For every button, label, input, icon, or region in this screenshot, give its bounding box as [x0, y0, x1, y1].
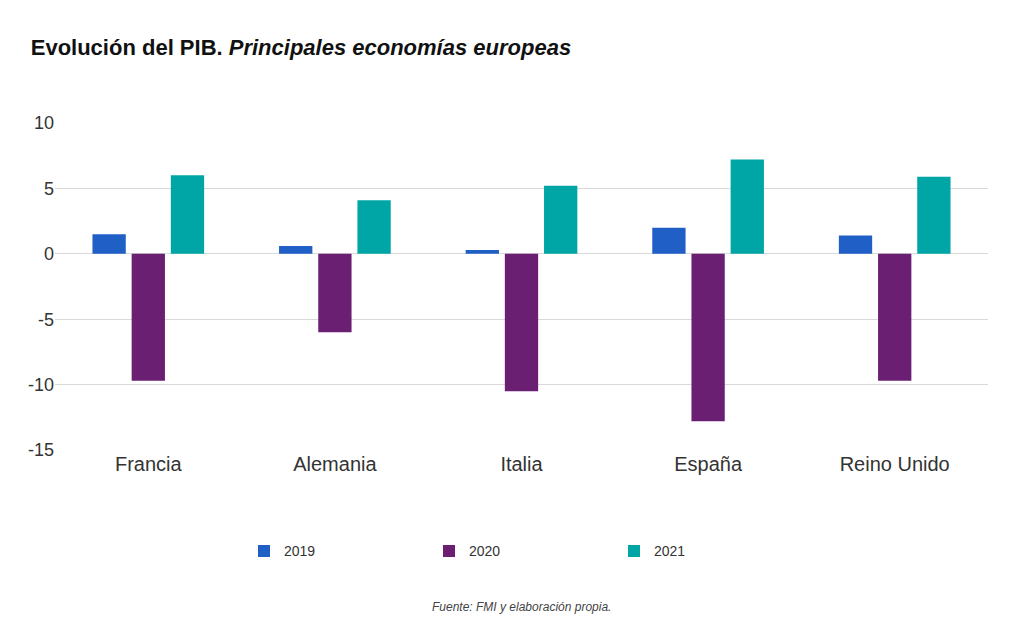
svg-text:10: 10 — [34, 113, 54, 133]
svg-text:2019: 2019 — [284, 543, 315, 559]
svg-text:Reino Unido: Reino Unido — [840, 453, 950, 475]
svg-text:0: 0 — [44, 244, 54, 264]
svg-text:Francia: Francia — [115, 453, 183, 475]
svg-text:2021: 2021 — [654, 543, 685, 559]
svg-text:Evolución del PIB. Principales: Evolución del PIB. Principales economías… — [31, 35, 571, 60]
svg-text:Fuente: FMI y elaboración prop: Fuente: FMI y elaboración propia. — [432, 600, 611, 614]
svg-text:Alemania: Alemania — [293, 453, 377, 475]
svg-text:2020: 2020 — [469, 543, 500, 559]
svg-text:5: 5 — [44, 179, 54, 199]
svg-text:-15: -15 — [28, 440, 54, 460]
svg-text:-10: -10 — [28, 375, 54, 395]
svg-text:España: España — [674, 453, 743, 475]
svg-text:Italia: Italia — [500, 453, 543, 475]
svg-text:-5: -5 — [38, 310, 54, 330]
